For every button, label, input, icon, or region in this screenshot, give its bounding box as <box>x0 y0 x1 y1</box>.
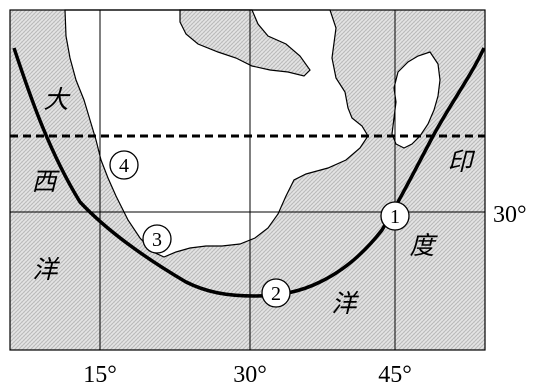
point-1-marker: 1 <box>381 202 409 230</box>
longitude-label-15: 15° <box>83 362 117 388</box>
point-2-label: 2 <box>271 283 281 305</box>
point-3-marker: 3 <box>143 225 171 253</box>
point-3-label: 3 <box>152 229 162 251</box>
point-4-marker: 4 <box>110 151 138 179</box>
point-1-label: 1 <box>390 206 400 228</box>
latitude-label-30: 30° <box>493 202 527 228</box>
atlantic-label-char-3: 洋 <box>32 255 60 284</box>
atlantic-label-char-2: 西 <box>31 167 60 196</box>
indian-label-char-2: 度 <box>409 231 438 260</box>
longitude-label-45: 45° <box>378 362 412 388</box>
longitude-label-30: 30° <box>233 362 267 388</box>
indian-label-char-3: 洋 <box>331 289 359 318</box>
point-2-marker: 2 <box>262 279 290 307</box>
indian-label-char-1: 印 <box>447 147 475 176</box>
atlantic-label-char-1: 大 <box>43 85 71 114</box>
point-4-label: 4 <box>119 155 129 177</box>
